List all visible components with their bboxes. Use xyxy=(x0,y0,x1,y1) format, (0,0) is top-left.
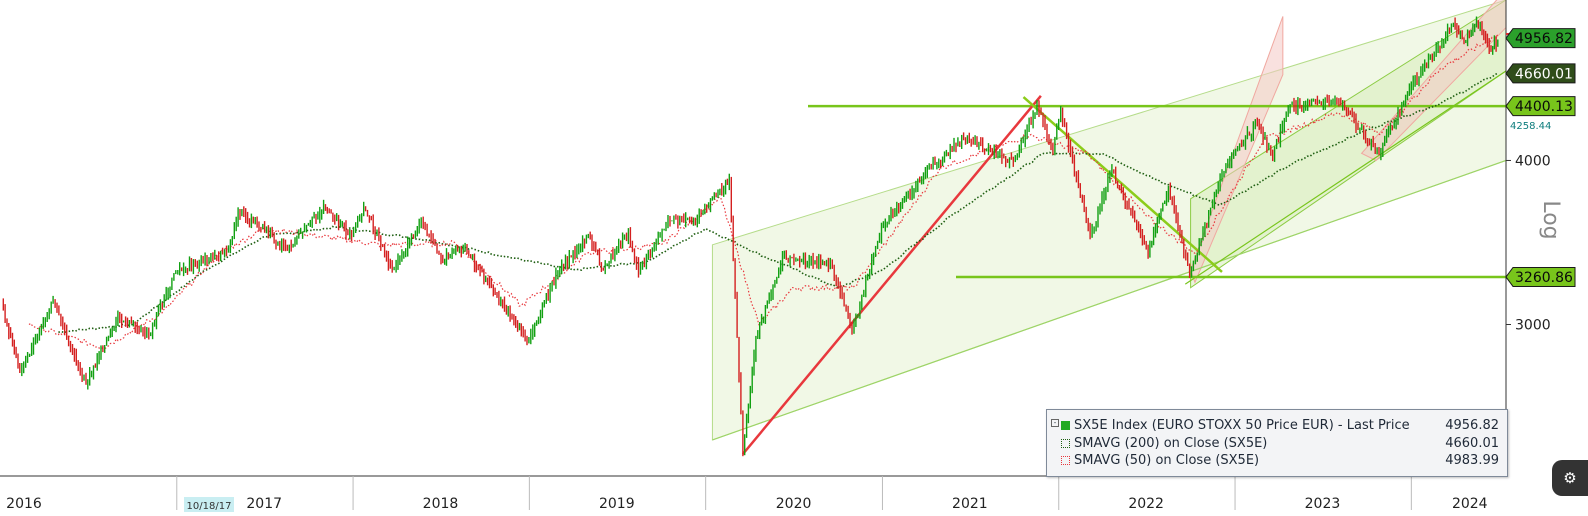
date-marker-box xyxy=(184,497,234,512)
level-tag-box-3260.86 xyxy=(1505,266,1576,287)
legend-label-sma200: SMAVG (200) on Close (SX5E) xyxy=(1074,436,1268,451)
collapse-icon[interactable]: - xyxy=(1051,419,1059,427)
y-tick-label: 4000 xyxy=(1515,153,1551,169)
level-tag-4660.01: 4660.01 xyxy=(1515,66,1573,82)
x-tick-label: 2019 xyxy=(599,496,635,512)
chart-legend[interactable]: - SX5E Index (EURO STOXX 50 Price EUR) -… xyxy=(1046,409,1508,477)
trendline-red-uptrend xyxy=(741,95,1042,455)
date-marker-label: 10/18/17 xyxy=(187,501,232,512)
y-axis-title: Log xyxy=(1538,200,1563,239)
x-tick-label: 2017 xyxy=(246,496,282,512)
legend-swatch-sma50 xyxy=(1061,456,1070,465)
level-tag-4400.13: 4400.13 xyxy=(1515,99,1573,115)
gear-icon[interactable]: ⚙ xyxy=(1552,460,1588,496)
x-tick-label: 2018 xyxy=(423,496,459,512)
level-tag-4258.44: 4258.44 xyxy=(1510,121,1551,132)
sma50-line xyxy=(28,34,1499,350)
legend-row-price: SX5E Index (EURO STOXX 50 Price EUR) - L… xyxy=(1053,417,1499,434)
y-tick-label: 3000 xyxy=(1515,317,1551,333)
x-tick-label: 2020 xyxy=(776,496,812,512)
level-tag-box-4956.82 xyxy=(1505,28,1576,49)
level-tag-3260.86: 3260.86 xyxy=(1515,270,1573,286)
level-tag-box-4660.01 xyxy=(1505,63,1576,84)
legend-label-price: SX5E Index (EURO STOXX 50 Price EUR) - L… xyxy=(1074,418,1410,433)
channel-wide xyxy=(711,0,1507,441)
legend-swatch-price xyxy=(1061,421,1070,430)
legend-swatch-sma200 xyxy=(1061,439,1070,448)
level-tag-4956.82: 4956.82 xyxy=(1515,31,1573,47)
channel-lower-line xyxy=(712,159,1507,441)
legend-row-sma200: SMAVG (200) on Close (SX5E) 4660.01 xyxy=(1053,435,1499,452)
level-tag-box-4400.13 xyxy=(1505,96,1576,117)
legend-value-sma200: 4660.01 xyxy=(1445,436,1499,451)
x-tick-label: 2022 xyxy=(1128,496,1164,512)
x-tick-label: 2021 xyxy=(952,496,988,512)
x-tick-label: 2023 xyxy=(1305,496,1341,512)
sma200-line xyxy=(58,72,1499,334)
legend-label-sma50: SMAVG (50) on Close (SX5E) xyxy=(1074,453,1260,468)
legend-value-price: 4956.82 xyxy=(1445,418,1499,433)
x-tick-label: 2024 xyxy=(1452,496,1488,512)
legend-value-sma50: 4983.99 xyxy=(1445,453,1499,468)
legend-row-sma50: SMAVG (50) on Close (SX5E) 4983.99 xyxy=(1053,452,1499,469)
x-tick-label: 2016 xyxy=(6,496,42,512)
